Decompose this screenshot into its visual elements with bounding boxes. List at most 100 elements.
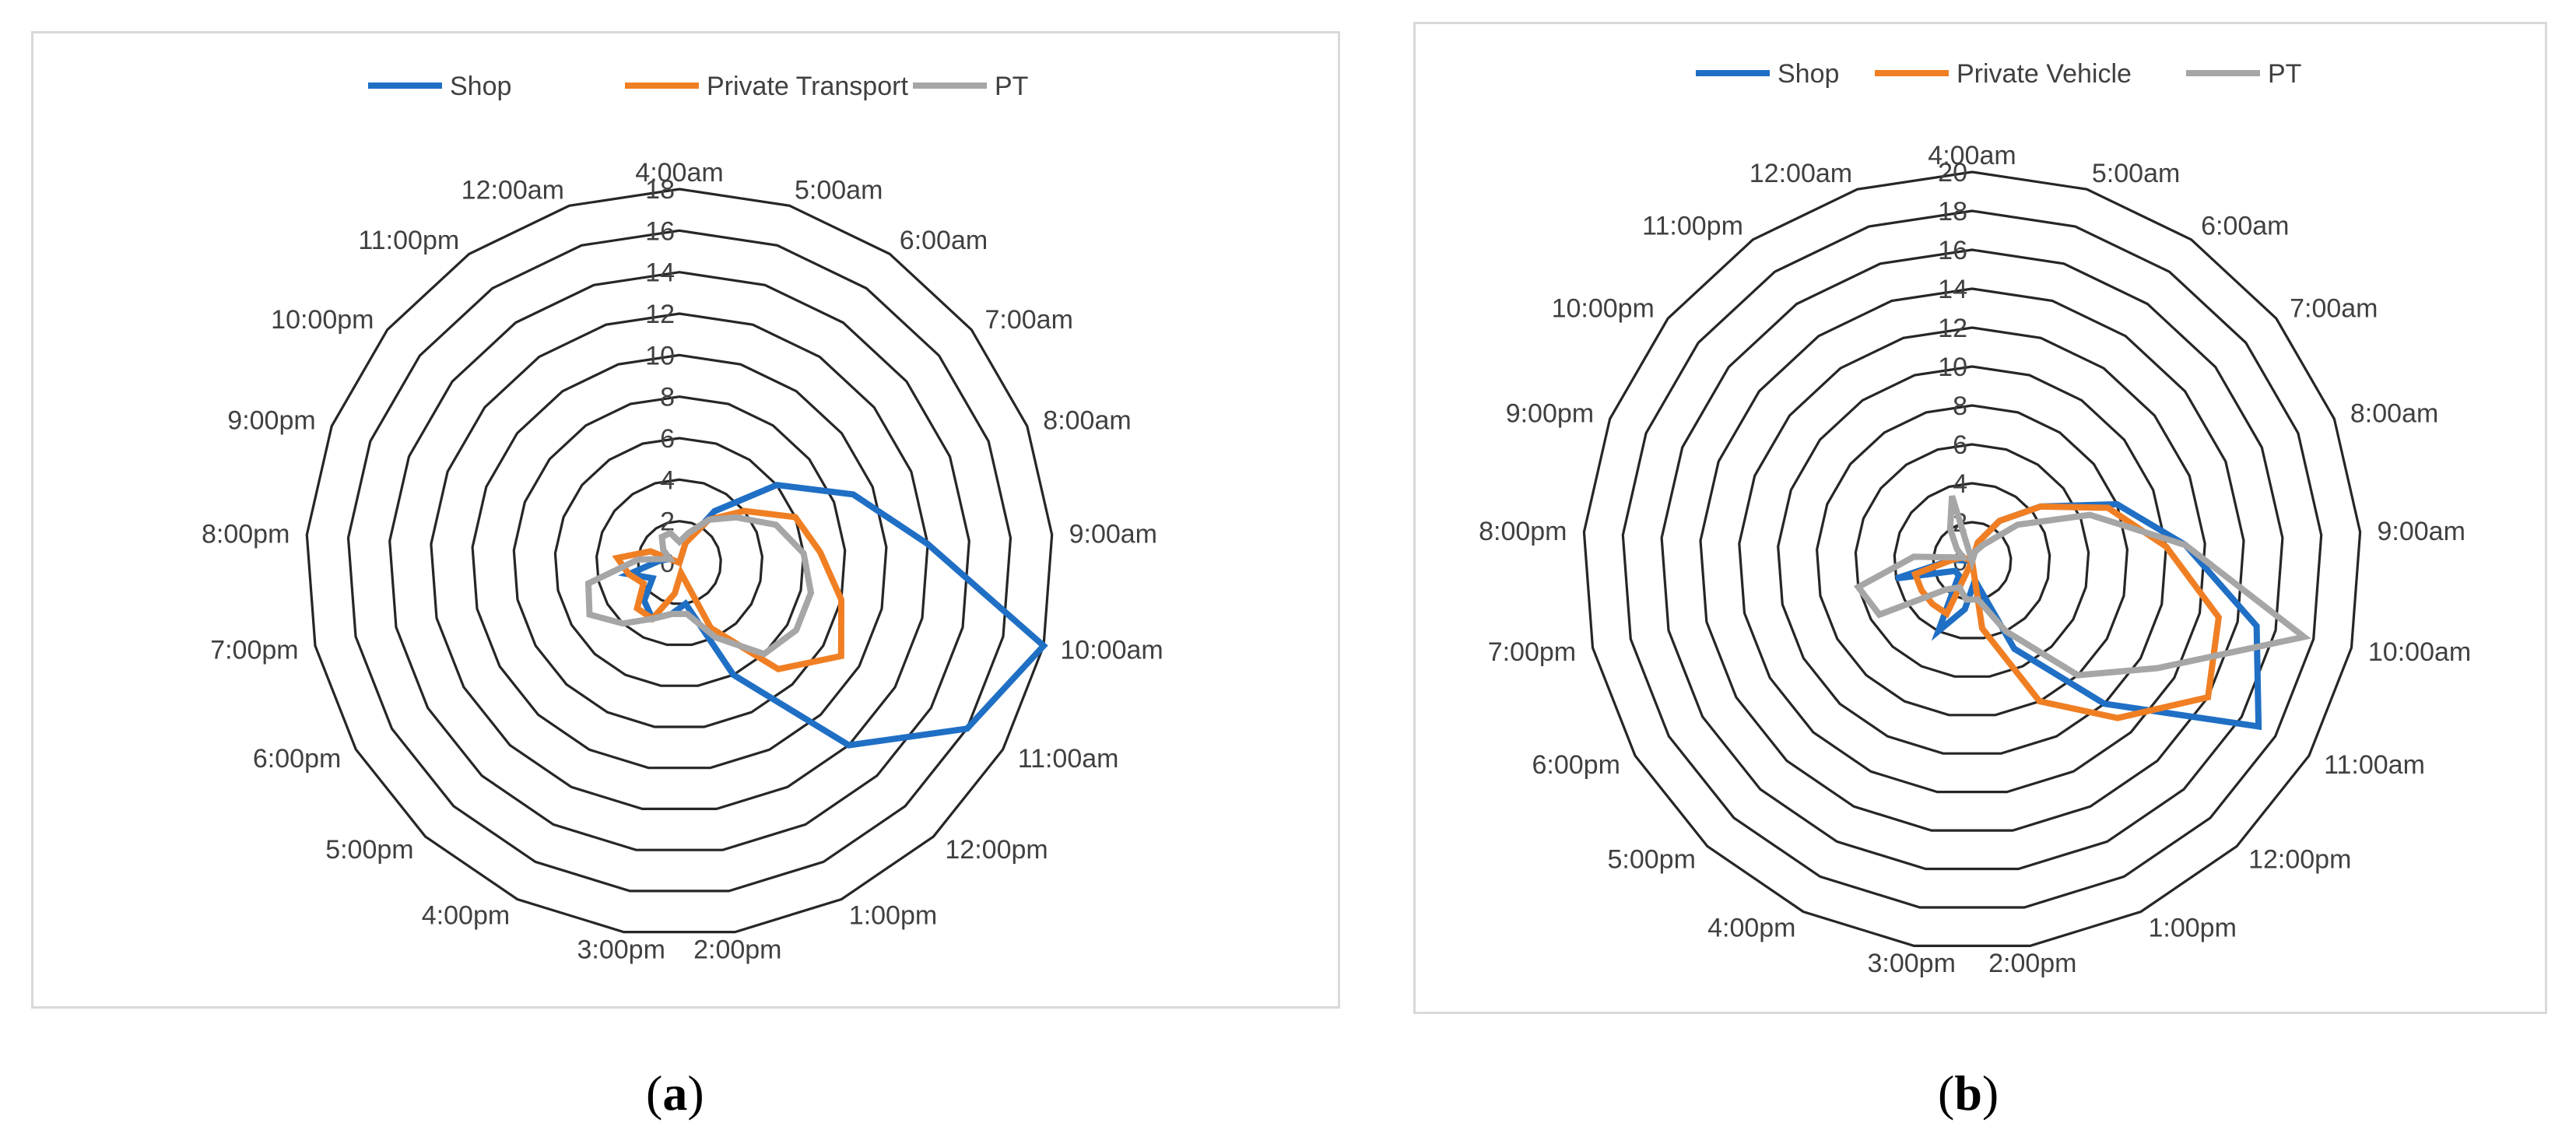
radial-tick-label: 4 <box>1953 469 1967 499</box>
legend-label: Shop <box>1778 59 1839 89</box>
category-label: 12:00am <box>1750 159 1852 188</box>
category-label: 5:00am <box>2092 159 2180 188</box>
radar-grid <box>305 188 1054 934</box>
category-label: 6:00am <box>2201 212 2289 241</box>
grid-ring <box>637 520 722 605</box>
category-label: 11:00am <box>2324 750 2425 780</box>
grid-ring <box>430 312 929 811</box>
category-label: 9:00am <box>1069 520 1157 549</box>
category-label: 7:00pm <box>210 636 298 665</box>
grid-ring <box>1815 404 2129 717</box>
series-line-pt <box>584 514 815 658</box>
grid-ring <box>346 229 1013 893</box>
category-label: 10:00am <box>2368 637 2471 667</box>
series-line-private-vehicle <box>1911 503 2223 721</box>
category-label: 9:00pm <box>227 406 315 436</box>
category-label: 11:00pm <box>358 226 459 255</box>
radial-tick-label: 10 <box>645 341 675 370</box>
radial-tick-label: 20 <box>1938 158 1967 188</box>
category-label: 8:00pm <box>202 520 290 549</box>
radial-tick-label: 18 <box>1938 197 1967 226</box>
legend-label: PT <box>995 72 1028 101</box>
radar-chart-b-svg: 024681012141618204:00am5:00am6:00am7:00a… <box>1479 59 2471 978</box>
radial-tick-label: 10 <box>1938 353 1967 382</box>
panel-caption-a: (a) <box>646 1065 704 1121</box>
grid-ring <box>1738 326 2206 794</box>
grid-ring <box>1582 170 2362 948</box>
category-label: 1:00pm <box>849 900 937 930</box>
category-label: 8:00am <box>1043 406 1131 436</box>
category-label: 1:00pm <box>2149 913 2237 942</box>
radial-tick-label: 12 <box>1938 314 1967 343</box>
category-labels: 4:00am 5:00am 6:00am 7:00am 8:00am 9:00am 10:0… <box>1479 141 2471 978</box>
category-label: 10:00am <box>1060 636 1163 665</box>
category-label: 2:00pm <box>693 935 781 964</box>
radial-tick-label: 6 <box>1953 430 1967 460</box>
category-label: 11:00am <box>1018 744 1119 774</box>
category-label: 4:00pm <box>422 900 510 930</box>
category-label: 4:00am <box>635 158 723 188</box>
radial-tick-label: 14 <box>1938 275 1967 304</box>
category-label: 9:00pm <box>1506 398 1594 428</box>
grid-ring <box>1777 365 2167 755</box>
category-label: 12:00pm <box>945 835 1048 865</box>
grid-ring <box>305 188 1054 934</box>
series-line-private-transport <box>612 507 845 673</box>
legend: Shop Private Transport PT <box>368 72 1028 101</box>
panel-caption-a-letter: a <box>662 1065 688 1121</box>
category-label: 12:00am <box>462 175 564 205</box>
grid-ring <box>553 437 805 687</box>
category-label: 2:00pm <box>1988 949 2076 978</box>
category-label: 3:00pm <box>1867 949 1955 978</box>
radial-tick-label: 14 <box>645 258 675 288</box>
radial-tick-label: 8 <box>660 383 675 412</box>
category-label: 6:00am <box>900 226 988 255</box>
radial-tick-label: 2 <box>660 507 675 537</box>
category-label: 8:00pm <box>1479 517 1567 546</box>
category-label: 4:00pm <box>1707 913 1795 942</box>
category-label: 7:00pm <box>1488 637 1576 667</box>
grid-ring <box>1699 287 2245 832</box>
legend-label: Shop <box>450 72 511 101</box>
category-label: 4:00am <box>1928 141 2016 170</box>
category-label: 11:00pm <box>1642 212 1743 241</box>
grid-ring <box>388 271 970 851</box>
radar-grid <box>1582 170 2362 948</box>
radar-chart-a-svg: 0246810121416184:00am5:00am6:00am7:00am8… <box>202 72 1163 964</box>
category-label: 9:00am <box>2378 517 2465 546</box>
legend-label: PT <box>2268 59 2301 89</box>
radial-tick-label: 16 <box>645 216 675 246</box>
panel-caption-b-letter: b <box>1954 1065 1982 1121</box>
legend-label: Private Vehicle <box>1957 59 2132 89</box>
category-label: 7:00am <box>985 305 1073 335</box>
radar-chart-b: 0 2 4 6 8 10 12 14 16 18 20 4:00am 5:00am 6:00am 7:00a… <box>1413 22 2547 1014</box>
category-label: 12:00pm <box>2248 845 2351 875</box>
grid-ring <box>471 353 888 770</box>
series-lines <box>1853 495 2311 731</box>
panel-caption-b: (b) <box>1938 1065 1999 1121</box>
radial-tick-label: 8 <box>1953 391 1967 421</box>
radial-tick-label: 6 <box>660 424 675 454</box>
series-lines <box>584 482 1048 749</box>
category-label: 10:00pm <box>271 305 374 335</box>
legend: Shop Private Vehicle PT <box>1696 59 2301 89</box>
series-line-pt <box>1853 495 2311 679</box>
category-label: 6:00pm <box>1532 750 1620 780</box>
category-label: 7:00am <box>2290 294 2378 324</box>
category-labels: 4:00am 5:00am 6:00am 7:00am 8:00am 9:00am 10:0… <box>202 158 1163 964</box>
radial-tick-label: 16 <box>1938 236 1967 265</box>
category-label: 10:00pm <box>1552 294 1655 324</box>
category-label: 3:00pm <box>577 935 665 964</box>
grid-ring <box>512 395 847 728</box>
radial-tick-label: 12 <box>645 300 675 329</box>
radial-tick-label: 18 <box>645 175 675 205</box>
category-label: 6:00pm <box>253 744 341 774</box>
category-label: 5:00pm <box>325 835 413 865</box>
grid-ring <box>1621 209 2323 909</box>
radar-chart-a: 0 2 4 6 8 10 12 14 16 18 4:00am 5:00am 6:00am 7:00am 8… <box>31 31 1340 1009</box>
radial-tick-label: 4 <box>660 465 675 495</box>
grid-ring <box>1660 248 2284 871</box>
category-label: 8:00am <box>2350 398 2438 428</box>
legend-label: Private Transport <box>707 72 908 101</box>
